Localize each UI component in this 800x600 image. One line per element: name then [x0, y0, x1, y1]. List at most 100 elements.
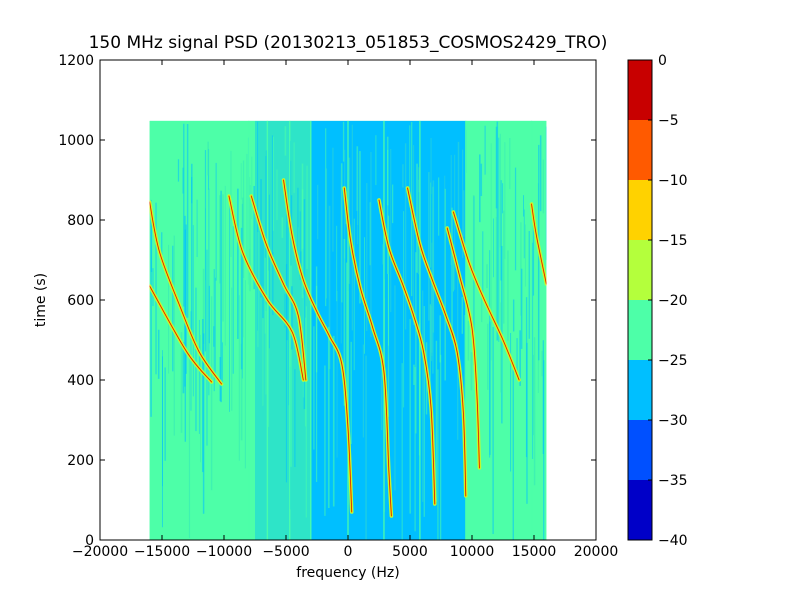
noise-streak: [198, 319, 200, 434]
y-axis-label: time (s): [33, 273, 49, 327]
noise-streak: [489, 250, 491, 458]
noise-streak: [509, 138, 511, 190]
noise-streak: [387, 149, 389, 274]
y-axis: 0 200 400 600 800 1000 1200: [58, 53, 596, 549]
noise-streak: [382, 244, 384, 265]
noise-streak: [328, 205, 331, 370]
noise-streak: [324, 365, 326, 516]
noise-streak: [272, 136, 274, 231]
noise-streak: [345, 262, 348, 422]
noise-streak: [192, 225, 194, 397]
noise-streak: [268, 194, 270, 349]
noise-streak: [541, 350, 543, 377]
noise-streak: [450, 155, 452, 266]
noise-streak: [531, 242, 534, 459]
noise-streak: [232, 226, 234, 374]
noise-streak: [359, 151, 361, 304]
noise-streak: [532, 225, 535, 296]
signal-trace-core: [250, 195, 307, 381]
x-axis-label: frequency (Hz): [296, 565, 399, 581]
noise-streak: [265, 310, 267, 395]
noise-streak: [525, 297, 528, 458]
x-tick-label: 20000: [574, 544, 619, 560]
noise-streak: [257, 232, 259, 348]
noise-streak: [366, 183, 368, 331]
noise-streak: [202, 268, 205, 344]
noise-streak: [213, 326, 215, 347]
colorbar-segment: [628, 420, 652, 480]
noise-streak: [413, 145, 415, 326]
noise-streak: [542, 159, 545, 214]
signal-trace-core: [149, 285, 212, 383]
colorbar: −40 −35 −30 −25 −20 −15 −10 −5 0: [627, 53, 688, 549]
spectrogram-heatmap: [149, 120, 547, 541]
noise-streak: [423, 306, 425, 517]
noise-streak: [480, 163, 483, 197]
noise-streak: [240, 227, 243, 370]
noise-streak: [161, 232, 163, 256]
noise-streak: [498, 137, 500, 342]
noise-streak: [462, 149, 464, 258]
noise-streak: [180, 332, 183, 433]
noise-streak: [253, 185, 256, 290]
noise-streak: [271, 135, 274, 258]
noise-streak: [196, 199, 198, 257]
noise-streak: [240, 343, 243, 441]
noise-streak: [206, 249, 208, 446]
y-tick-label: 600: [67, 293, 94, 309]
noise-streak: [451, 207, 453, 340]
noise-streak: [392, 184, 394, 224]
colorbar-tick-label: −15: [658, 233, 688, 249]
colorbar-tick-label: −20: [658, 293, 688, 309]
noise-streak: [251, 156, 253, 220]
noise-streak: [512, 299, 515, 332]
noise-streak: [528, 231, 530, 339]
colorbar-tick-label: −30: [658, 413, 688, 429]
noise-streak: [500, 180, 502, 281]
noise-streak: [463, 190, 465, 237]
noise-streak: [244, 280, 247, 469]
noise-streak: [438, 177, 440, 236]
noise-streak: [523, 209, 525, 259]
noise-streak: [231, 287, 233, 411]
noise-streak: [325, 128, 327, 307]
noise-streak: [257, 121, 259, 331]
x-tick-label: 5000: [392, 544, 428, 560]
noise-streak: [220, 190, 222, 403]
noise-streak: [439, 354, 442, 541]
noise-streak: [241, 197, 244, 338]
noise-streak: [303, 199, 306, 410]
y-tick-label: 0: [85, 533, 94, 549]
noise-streak: [520, 222, 522, 316]
signal-trace-core: [531, 203, 547, 285]
noise-streak: [457, 141, 460, 233]
signal-trace-core: [343, 187, 392, 517]
colorbar-tick-label: −40: [658, 533, 688, 549]
noise-streak: [365, 355, 367, 541]
signal-trace-core: [407, 187, 467, 497]
noise-streak: [496, 121, 499, 341]
noise-streak: [317, 184, 319, 240]
noise-streak: [268, 270, 270, 427]
noise-streak: [387, 273, 389, 346]
noise-streak: [173, 235, 175, 436]
noise-streak: [350, 341, 352, 445]
colorbar-segment: [628, 360, 652, 420]
noise-streak: [504, 142, 506, 260]
noise-streak: [461, 297, 464, 334]
signal-trace-core: [446, 227, 480, 469]
noise-streak: [503, 210, 505, 324]
noise-streak: [204, 150, 207, 352]
noise-streak: [262, 234, 264, 319]
x-tick-label: 10000: [450, 544, 495, 560]
noise-streak: [404, 143, 407, 330]
noise-streak: [481, 293, 483, 323]
noise-streak: [152, 268, 154, 307]
noise-streak: [182, 167, 184, 194]
noise-streak: [291, 286, 293, 350]
noise-streak: [186, 124, 189, 318]
signal-trace-core: [149, 201, 222, 385]
noise-streak: [238, 295, 240, 461]
y-tick-label: 200: [67, 453, 94, 469]
